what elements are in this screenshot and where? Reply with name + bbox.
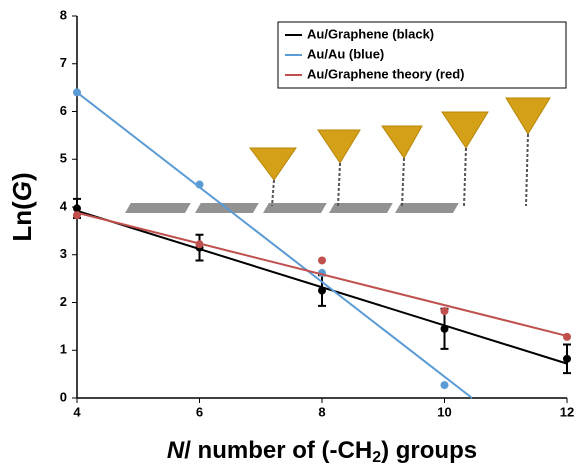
point — [73, 204, 81, 213]
illustration — [125, 97, 551, 213]
point — [195, 180, 204, 189]
y-tick-label: 1 — [60, 342, 67, 357]
y-tick-label: 8 — [60, 7, 67, 22]
x-tick-label: 4 — [73, 404, 81, 419]
x-tick-label: 8 — [318, 404, 325, 419]
x-tick-label: 10 — [437, 404, 451, 419]
x-label-part: 2 — [372, 449, 381, 466]
point — [318, 256, 326, 265]
point — [440, 307, 449, 316]
point — [195, 240, 204, 249]
x-tick-label: 6 — [196, 404, 203, 419]
y-tick-label: 0 — [60, 389, 67, 404]
x-label-part: / number of (-CH — [184, 437, 372, 464]
point — [73, 88, 81, 97]
legend-box — [277, 21, 567, 89]
legend-label: Au/Graphene (black) — [307, 26, 434, 41]
point — [73, 211, 81, 220]
point — [563, 354, 571, 363]
y-label-part: G — [7, 181, 37, 201]
y-tick-label: 5 — [60, 151, 67, 166]
x-label-part: ) groups — [381, 437, 477, 464]
fit-line — [76, 211, 568, 337]
point — [563, 332, 571, 341]
y-tick-label: 7 — [60, 55, 67, 70]
point — [318, 286, 326, 295]
y-axis-label: Ln(G) — [7, 172, 37, 241]
y-label-part: ) — [7, 172, 37, 181]
x-tick-label: 12 — [560, 404, 574, 419]
y-tick-label: 2 — [60, 294, 67, 309]
y-tick-label: 4 — [60, 198, 68, 213]
x-axis-label: N/ number of (-CH2) groups — [167, 437, 477, 466]
y-tick-label: 6 — [60, 103, 67, 118]
point — [440, 381, 449, 390]
fit-line — [76, 91, 473, 399]
legend-label: Au/Graphene theory (red) — [307, 66, 464, 81]
y-tick-label: 3 — [60, 246, 67, 261]
legend-label: Au/Au (blue) — [307, 46, 384, 61]
x-label-part: N — [167, 437, 185, 464]
y-label-part: Ln( — [7, 201, 37, 242]
point — [440, 324, 449, 333]
